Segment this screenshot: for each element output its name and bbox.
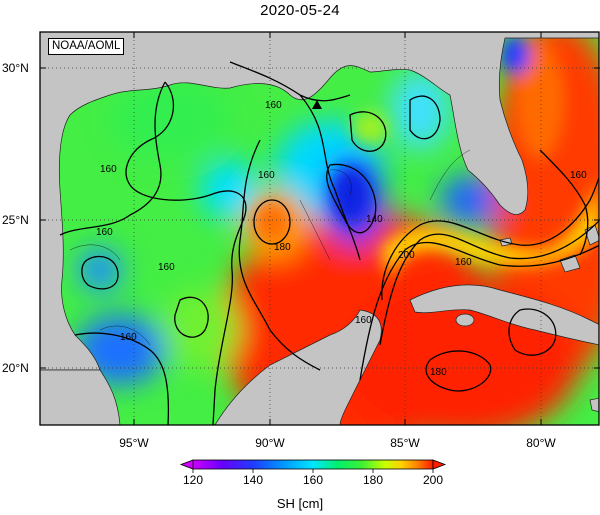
contour-label: 160: [265, 100, 282, 111]
contour-label: 160: [355, 315, 372, 326]
contour-label: 200: [398, 250, 415, 261]
contours: [59, 61, 599, 425]
lon-label-85w: 85°W: [390, 436, 420, 450]
colorbar-tick: 140: [242, 473, 264, 487]
lon-label-95w: 95°W: [119, 436, 149, 450]
lon-label-90w: 90°W: [255, 436, 285, 450]
contour-label: 160: [258, 170, 275, 181]
graticule: [40, 32, 599, 425]
lat-label-30n: 30°N: [2, 61, 29, 75]
contour-labels: 160 160 160 160 160 160 140 180 200 160 …: [96, 100, 587, 378]
contour-label: 180: [274, 242, 291, 253]
contour-label: 160: [96, 227, 113, 238]
map-title: 2020-05-24: [260, 2, 340, 19]
credit-label: NOAA/AOML: [48, 38, 125, 55]
station-marker: [312, 100, 322, 109]
colorbar-tick: 160: [302, 473, 324, 487]
map-field: 160 160 160 160 160 160 140 180 200 160 …: [40, 32, 599, 425]
colorbar-tick: 180: [362, 473, 384, 487]
colorbar-label: SH [cm]: [276, 496, 324, 511]
map-frame: [39, 31, 600, 426]
contour-label: 160: [570, 170, 587, 181]
land: [40, 32, 599, 425]
lat-label-25n: 25°N: [2, 213, 29, 227]
lon-label-80w: 80°W: [526, 436, 556, 450]
colorbar-tick: 200: [422, 473, 444, 487]
lat-label-20n: 20°N: [2, 361, 29, 375]
colorbar: [179, 459, 447, 473]
colorbar-tick: 120: [182, 473, 204, 487]
contour-label: 160: [100, 164, 117, 175]
ticks: [40, 32, 600, 425]
contour-label: 140: [366, 214, 383, 225]
contour-label: 160: [455, 257, 472, 268]
contour-label: 160: [120, 332, 137, 343]
contour-label: 160: [158, 262, 175, 273]
contour-label: 180: [430, 367, 447, 378]
